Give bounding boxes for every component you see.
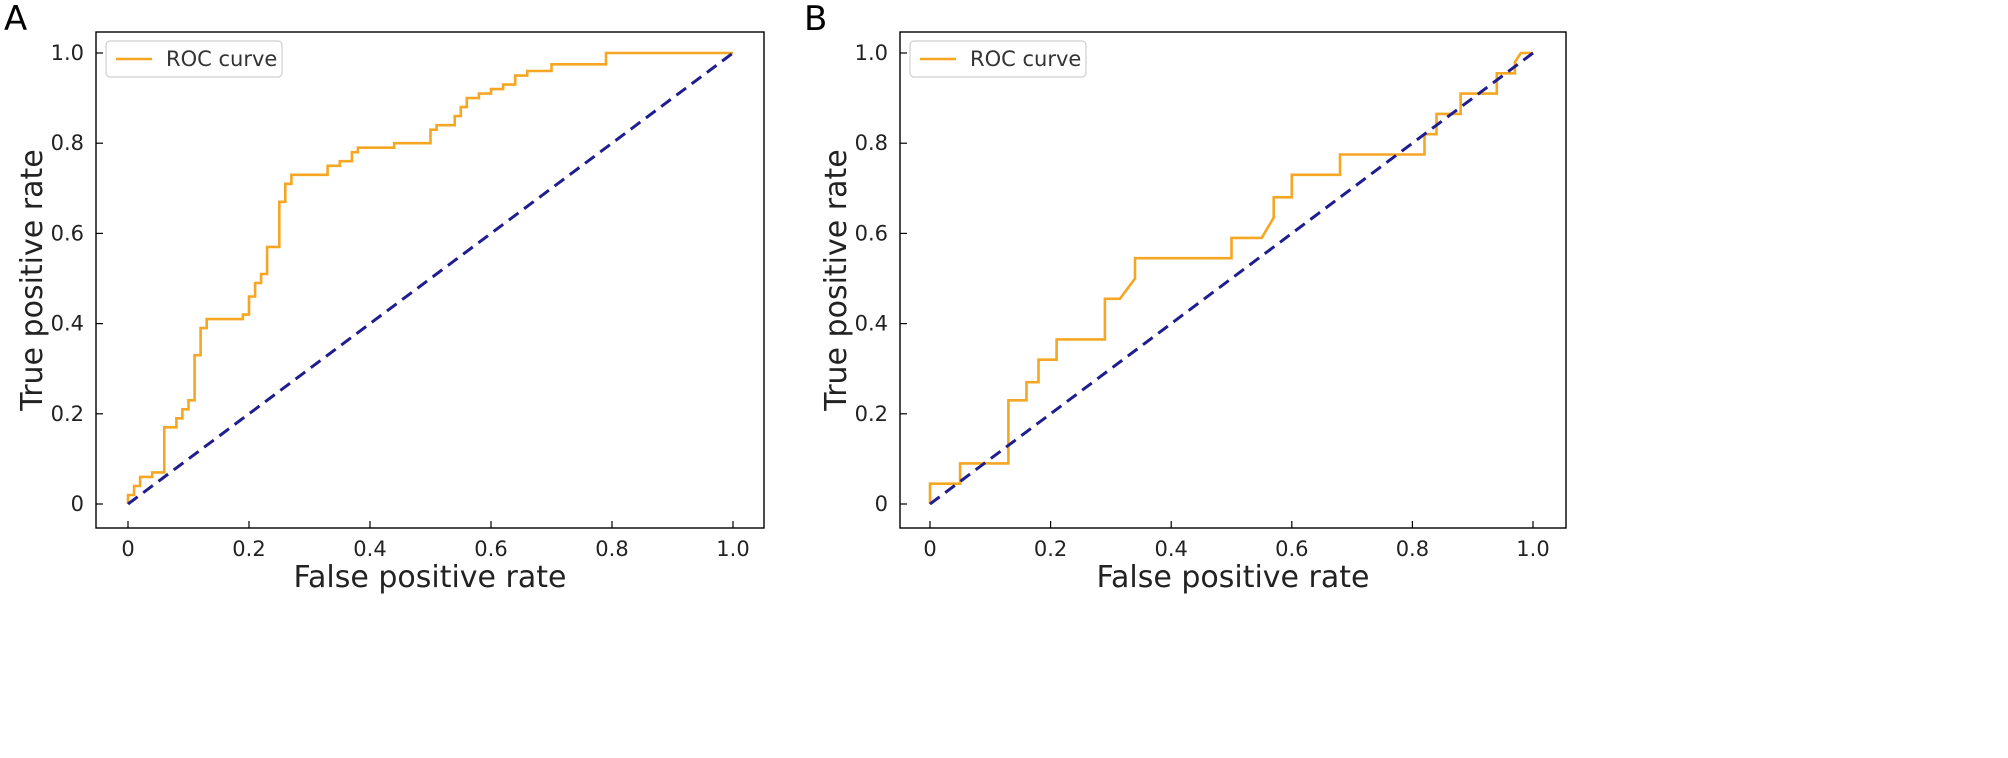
legend-box bbox=[105, 40, 283, 78]
x-tick-label: 0.6 bbox=[474, 537, 507, 561]
y-tick-label: 0 bbox=[875, 492, 888, 516]
panel-letter: B bbox=[804, 0, 827, 39]
roc-curve-line bbox=[928, 51, 1533, 504]
y-tick-label: 0.4 bbox=[51, 312, 84, 336]
x-tick-label: 0 bbox=[121, 537, 134, 561]
y-tick-label: 0 bbox=[71, 492, 84, 516]
plot-frame bbox=[95, 31, 765, 529]
diagonal-reference-line bbox=[127, 51, 734, 506]
x-tick-label: 0.2 bbox=[1034, 537, 1067, 561]
x-tick-label: 0.4 bbox=[1154, 537, 1187, 561]
x-tick-label: 0 bbox=[923, 537, 936, 561]
y-tick-label: 0.2 bbox=[51, 402, 84, 426]
chart-panel-a: A 0 0.2 0.4 0.6 0.8 1.0 0 0.2 0.4 0.6 0.8 1.0 False p… bbox=[4, 0, 765, 595]
x-tick-label: 0.6 bbox=[1275, 537, 1308, 561]
y-tick-label: 0.6 bbox=[855, 221, 888, 245]
x-tick-label: 0.8 bbox=[595, 537, 628, 561]
chart-panel-b: B 0 0.2 0.4 0.6 0.8 1.0 0 0.2 0.4 0.6 0.8 1.0 False p… bbox=[804, 0, 1567, 595]
roc-curve-line bbox=[126, 51, 733, 504]
x-tick-label: 1.0 bbox=[716, 537, 749, 561]
plot-frame bbox=[899, 31, 1567, 529]
y-axis-title: True positive rate bbox=[819, 149, 854, 411]
y-tick-label: 1.0 bbox=[51, 41, 84, 65]
diagonal-reference-line bbox=[929, 51, 1534, 506]
y-tick-label: 1.0 bbox=[855, 41, 888, 65]
y-tick-label: 0.6 bbox=[51, 221, 84, 245]
y-tick-label: 0.8 bbox=[51, 131, 84, 155]
legend-label: ROC curve bbox=[166, 47, 277, 71]
y-axis-title: True positive rate bbox=[15, 149, 50, 411]
x-axis-title: False positive rate bbox=[294, 560, 567, 595]
panel-letter: A bbox=[4, 0, 27, 39]
y-tick-label: 0.2 bbox=[855, 402, 888, 426]
x-tick-label: 0.4 bbox=[353, 537, 386, 561]
y-tick-label: 0.4 bbox=[855, 312, 888, 336]
y-tick-label: 0.8 bbox=[855, 131, 888, 155]
legend-box bbox=[909, 40, 1087, 78]
x-tick-label: 0.2 bbox=[232, 537, 265, 561]
x-tick-label: 1.0 bbox=[1516, 537, 1549, 561]
x-axis-title: False positive rate bbox=[1097, 560, 1370, 595]
x-tick-label: 0.8 bbox=[1396, 537, 1429, 561]
legend-label: ROC curve bbox=[970, 47, 1081, 71]
